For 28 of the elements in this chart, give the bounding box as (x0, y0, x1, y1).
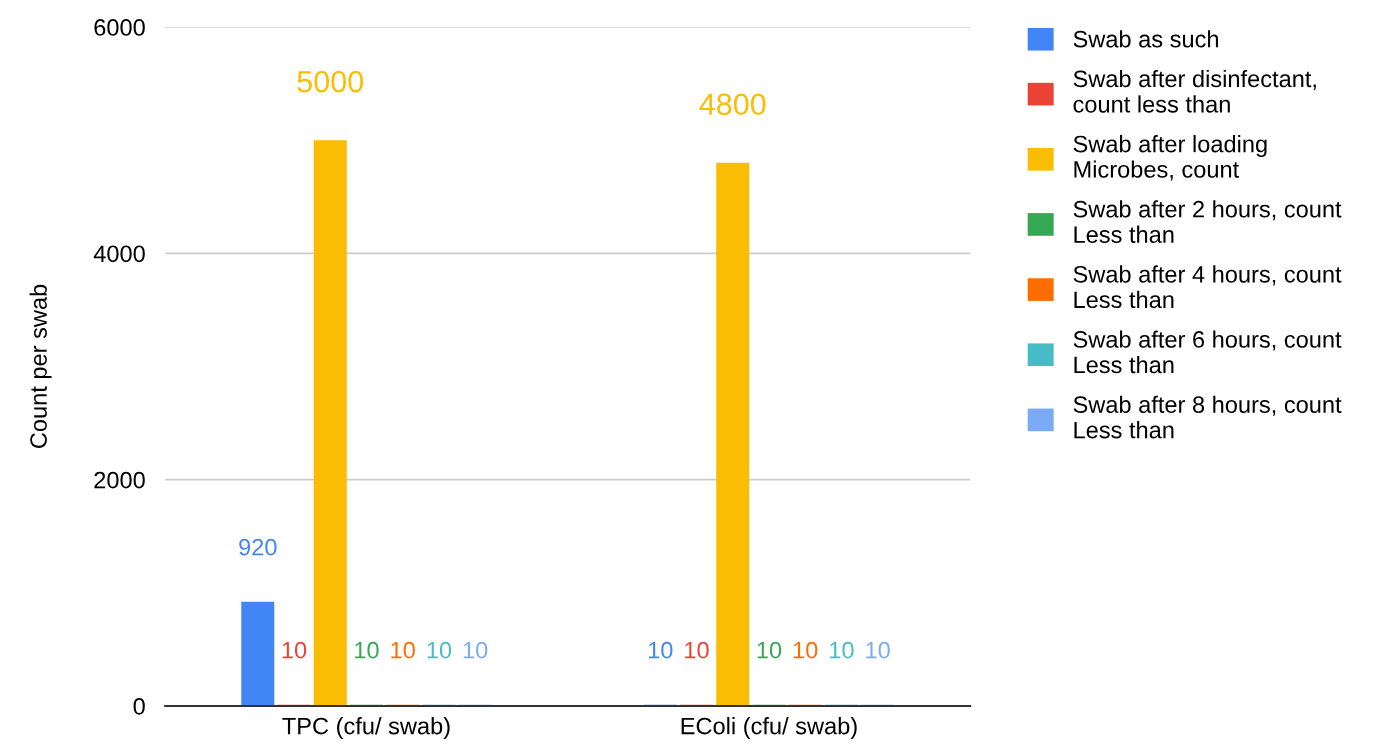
y-axis-title: Count per swab (29, 284, 52, 448)
x-tick-label: EColi (cfu/ swab) (681, 717, 857, 740)
y-tick-label: 6000 (94, 19, 145, 36)
data-label: 4800 (699, 93, 766, 116)
legend-label: Swab after loading Microbes, count (1073, 135, 1267, 181)
data-label: 10 (355, 641, 379, 659)
data-label: 10 (648, 641, 673, 659)
data-label: 5000 (297, 70, 364, 93)
data-label: 10 (866, 641, 890, 659)
data-label: 10 (830, 641, 854, 659)
y-tick-label: 0 (133, 698, 145, 715)
y-tick-label: 2000 (94, 471, 145, 489)
data-label: 10 (793, 641, 818, 659)
legend-label: Swab after 4 hours, count Less than (1073, 265, 1342, 309)
data-label: 10 (391, 641, 415, 659)
data-label: 10 (757, 641, 782, 659)
legend-label: Swab after 6 hours, count Less than (1073, 330, 1342, 374)
data-label: 10 (463, 641, 488, 659)
legend-label: Swab after disinfectant, count less than (1073, 69, 1316, 113)
legend-label: Swab as such (1073, 30, 1218, 48)
y-tick-label: 4000 (93, 245, 145, 263)
data-label: 10 (282, 641, 307, 659)
x-tick-label: TPC (cfu/ swab) (282, 717, 450, 740)
data-label: 10 (427, 641, 452, 659)
data-label: 920 (239, 538, 277, 556)
legend-label: Swab after 8 hours, count Less than (1073, 395, 1342, 439)
legend-label: Swab after 2 hours, count Less than (1073, 200, 1342, 243)
data-label: 10 (685, 641, 709, 659)
